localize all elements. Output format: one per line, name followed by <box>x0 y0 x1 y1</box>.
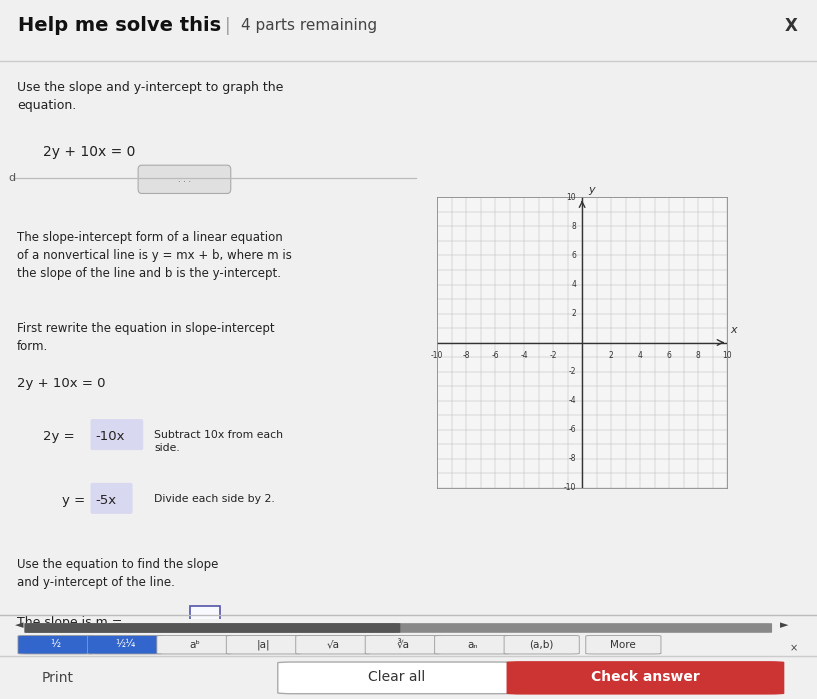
Text: ◄: ◄ <box>15 621 23 630</box>
Text: -10: -10 <box>431 351 444 360</box>
Text: ½¼: ½¼ <box>115 640 135 649</box>
Text: |a|: |a| <box>257 640 270 650</box>
Text: Divide each side by 2.: Divide each side by 2. <box>154 494 275 504</box>
Text: |: | <box>225 17 230 35</box>
Text: (a,b): (a,b) <box>529 640 554 649</box>
Text: aₙ: aₙ <box>467 640 477 649</box>
Text: The slope-intercept form of a linear equation
of a nonvertical line is y = mx + : The slope-intercept form of a linear equ… <box>17 231 292 280</box>
Text: 2y + 10x = 0: 2y + 10x = 0 <box>17 377 105 391</box>
Text: 4 parts remaining: 4 parts remaining <box>241 18 377 34</box>
Text: -10: -10 <box>564 483 576 492</box>
Text: 2: 2 <box>609 351 614 360</box>
Text: -4: -4 <box>520 351 528 360</box>
Text: Use the equation to find the slope
and y-intercept of the line.: Use the equation to find the slope and y… <box>17 558 218 589</box>
Text: The slope is m =: The slope is m = <box>17 616 123 629</box>
FancyBboxPatch shape <box>278 662 515 693</box>
Text: 2y + 10x = 0: 2y + 10x = 0 <box>43 145 136 159</box>
FancyBboxPatch shape <box>25 624 400 633</box>
Text: -6: -6 <box>569 425 576 434</box>
FancyBboxPatch shape <box>91 419 143 450</box>
Text: Print: Print <box>41 671 74 685</box>
Text: More: More <box>610 640 636 649</box>
Text: -2: -2 <box>549 351 557 360</box>
Text: ×: × <box>790 643 798 653</box>
Text: Subtract 10x from each
side.: Subtract 10x from each side. <box>154 430 283 454</box>
Text: √a: √a <box>327 640 340 649</box>
Text: -2: -2 <box>569 367 576 376</box>
Text: Use the slope and y-intercept to graph the
equation.: Use the slope and y-intercept to graph t… <box>17 81 283 112</box>
Text: 10: 10 <box>567 193 576 202</box>
Text: 2: 2 <box>572 309 576 318</box>
Text: . . .: . . . <box>178 175 191 184</box>
Text: -8: -8 <box>462 351 470 360</box>
Text: ►: ► <box>780 621 788 630</box>
Text: 6: 6 <box>571 251 576 260</box>
Text: 4: 4 <box>571 280 576 289</box>
Text: Help me solve this: Help me solve this <box>18 16 221 35</box>
Text: aᵇ: aᵇ <box>189 640 200 649</box>
FancyBboxPatch shape <box>190 606 220 634</box>
Text: Check answer: Check answer <box>591 670 700 684</box>
FancyBboxPatch shape <box>138 165 230 194</box>
Text: -8: -8 <box>569 454 576 463</box>
FancyBboxPatch shape <box>25 624 772 633</box>
FancyBboxPatch shape <box>18 635 93 654</box>
Text: ½: ½ <box>51 640 60 649</box>
Text: 6: 6 <box>667 351 672 360</box>
Text: 4: 4 <box>638 351 642 360</box>
Text: y: y <box>588 185 595 194</box>
FancyBboxPatch shape <box>91 483 132 514</box>
FancyBboxPatch shape <box>507 661 784 695</box>
Text: d: d <box>8 173 16 184</box>
FancyBboxPatch shape <box>226 635 301 654</box>
FancyBboxPatch shape <box>296 635 371 654</box>
Text: 8: 8 <box>696 351 700 360</box>
Text: -6: -6 <box>491 351 499 360</box>
Text: 10: 10 <box>722 351 732 360</box>
Text: -4: -4 <box>569 396 576 405</box>
FancyBboxPatch shape <box>504 635 579 654</box>
Text: -5x: -5x <box>96 494 116 507</box>
Text: x: x <box>730 325 737 336</box>
Text: -10x: -10x <box>96 430 125 443</box>
Text: 8: 8 <box>572 222 576 231</box>
Text: First rewrite the equation in slope-intercept
form.: First rewrite the equation in slope-inte… <box>17 322 275 353</box>
FancyBboxPatch shape <box>365 635 440 654</box>
FancyBboxPatch shape <box>87 635 163 654</box>
Text: Clear all: Clear all <box>368 670 425 684</box>
FancyBboxPatch shape <box>157 635 232 654</box>
Text: ∛a: ∛a <box>396 640 409 649</box>
FancyBboxPatch shape <box>586 635 661 654</box>
Text: X: X <box>784 17 797 35</box>
Text: 2y =: 2y = <box>43 430 74 443</box>
Text: y =: y = <box>62 494 85 507</box>
FancyBboxPatch shape <box>435 635 510 654</box>
